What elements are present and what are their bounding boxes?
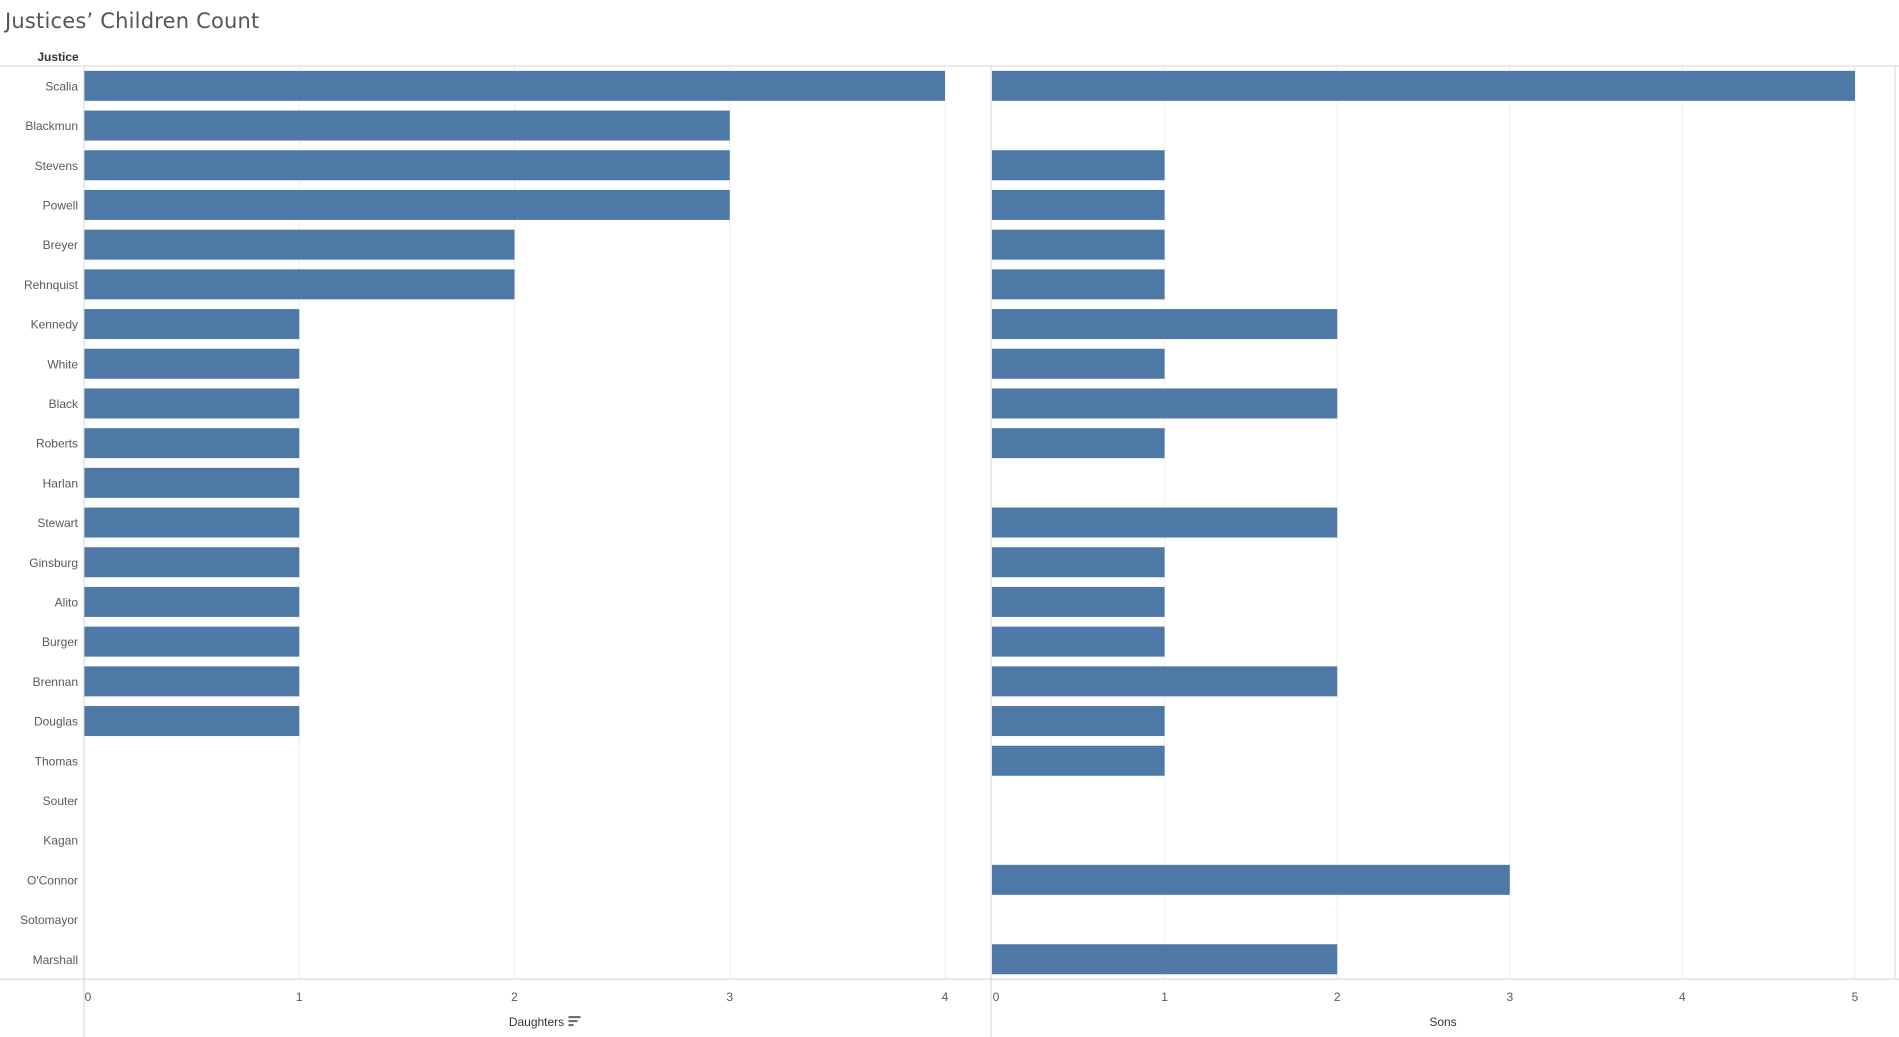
sons-bar-burger[interactable]	[992, 626, 1165, 657]
bars	[84, 70, 1855, 975]
sons-tick-label-3: 3	[1506, 990, 1513, 1004]
daughters-tick-label-0: 0	[85, 990, 92, 1004]
row-label-stevens: Stevens	[35, 159, 78, 173]
sons-bar-roberts[interactable]	[992, 428, 1165, 459]
row-label-kennedy: Kennedy	[31, 318, 78, 332]
daughters-tick-label-1: 1	[296, 990, 303, 1004]
row-label-marshall: Marshall	[33, 953, 78, 967]
row-label-burger: Burger	[42, 635, 78, 649]
daughters-bar-stewart[interactable]	[84, 507, 300, 538]
daughters-bar-kennedy[interactable]	[84, 309, 300, 340]
sons-bar-brennan[interactable]	[992, 666, 1338, 697]
daughters-bar-stevens[interactable]	[84, 150, 730, 181]
sons-bar-black[interactable]	[992, 388, 1338, 419]
sons-axis-title[interactable]: Sons	[1429, 1015, 1456, 1029]
row-label-blackmun: Blackmun	[25, 119, 78, 133]
headers: Justice Daughters Sons	[37, 50, 1456, 1029]
daughters-bar-douglas[interactable]	[84, 706, 300, 737]
daughters-bar-breyer[interactable]	[84, 229, 515, 260]
sons-tick-label-0: 0	[993, 990, 1000, 1004]
sons-bar-kennedy[interactable]	[992, 309, 1338, 340]
daughters-axis-title[interactable]: Daughters	[509, 1015, 564, 1029]
row-label-alito: Alito	[55, 595, 79, 609]
row-label-white: White	[47, 357, 78, 371]
sons-bar-thomas[interactable]	[992, 745, 1165, 776]
row-label-breyer: Breyer	[43, 238, 78, 252]
sort-descending-icon[interactable]	[568, 1016, 581, 1027]
sons-bar-white[interactable]	[992, 348, 1165, 379]
row-label-ginsburg: Ginsburg	[29, 556, 78, 570]
row-label-harlan: Harlan	[43, 476, 78, 490]
row-label-roberts: Roberts	[36, 437, 78, 451]
sons-bar-stevens[interactable]	[992, 150, 1165, 181]
sons-bar-alito[interactable]	[992, 586, 1165, 617]
daughters-bar-blackmun[interactable]	[84, 110, 730, 141]
sons-bar-ginsburg[interactable]	[992, 547, 1165, 578]
row-label-thomas: Thomas	[35, 754, 78, 768]
sons-tick-label-2: 2	[1334, 990, 1341, 1004]
daughters-tick-label-4: 4	[942, 990, 949, 1004]
row-header-justice: Justice	[37, 50, 79, 64]
sons-bar-marshall[interactable]	[992, 944, 1338, 975]
daughters-bar-black[interactable]	[84, 388, 300, 419]
row-label-souter: Souter	[43, 794, 78, 808]
chart-title: Justices’ Children Count	[5, 9, 260, 33]
row-label-black: Black	[49, 397, 79, 411]
row-label-o-connor: O'Connor	[27, 873, 78, 887]
row-label-stewart: Stewart	[37, 516, 78, 530]
daughters-bar-white[interactable]	[84, 348, 300, 379]
daughters-bar-harlan[interactable]	[84, 467, 300, 498]
row-labels: Scalia Blackmun Stevens Powell Breyer Rehnqui…	[20, 79, 79, 966]
sons-tick-label-5: 5	[1852, 990, 1859, 1004]
sons-bar-breyer[interactable]	[992, 229, 1165, 260]
sons-bar-stewart[interactable]	[992, 507, 1338, 538]
sons-bar-o-connor[interactable]	[992, 864, 1510, 895]
row-label-kagan: Kagan	[43, 834, 78, 848]
daughters-bar-powell[interactable]	[84, 189, 730, 220]
daughters-bar-roberts[interactable]	[84, 428, 300, 459]
row-label-scalia: Scalia	[45, 79, 78, 93]
sons-bar-powell[interactable]	[992, 189, 1165, 220]
row-label-douglas: Douglas	[34, 715, 78, 729]
sons-tick-label-1: 1	[1161, 990, 1168, 1004]
daughters-bar-alito[interactable]	[84, 586, 300, 617]
row-label-sotomayor: Sotomayor	[20, 913, 78, 927]
daughters-tick-label-2: 2	[511, 990, 518, 1004]
daughters-bar-ginsburg[interactable]	[84, 547, 300, 578]
daughters-tick-label-3: 3	[726, 990, 733, 1004]
sons-bar-scalia[interactable]	[992, 70, 1855, 101]
sons-bar-rehnquist[interactable]	[992, 269, 1165, 300]
axis-frame	[0, 65, 1899, 1037]
daughters-bar-brennan[interactable]	[84, 666, 300, 697]
row-label-brennan: Brennan	[33, 675, 78, 689]
row-label-powell: Powell	[43, 198, 78, 212]
daughters-bar-scalia[interactable]	[84, 70, 945, 101]
daughters-bar-burger[interactable]	[84, 626, 300, 657]
tick-labels: 0 1 2 3 4 0 1 2 3 4 5	[85, 990, 1859, 1004]
row-label-rehnquist: Rehnquist	[24, 278, 79, 292]
sons-bar-douglas[interactable]	[992, 706, 1165, 737]
daughters-bar-rehnquist[interactable]	[84, 269, 515, 300]
sons-tick-label-4: 4	[1679, 990, 1686, 1004]
